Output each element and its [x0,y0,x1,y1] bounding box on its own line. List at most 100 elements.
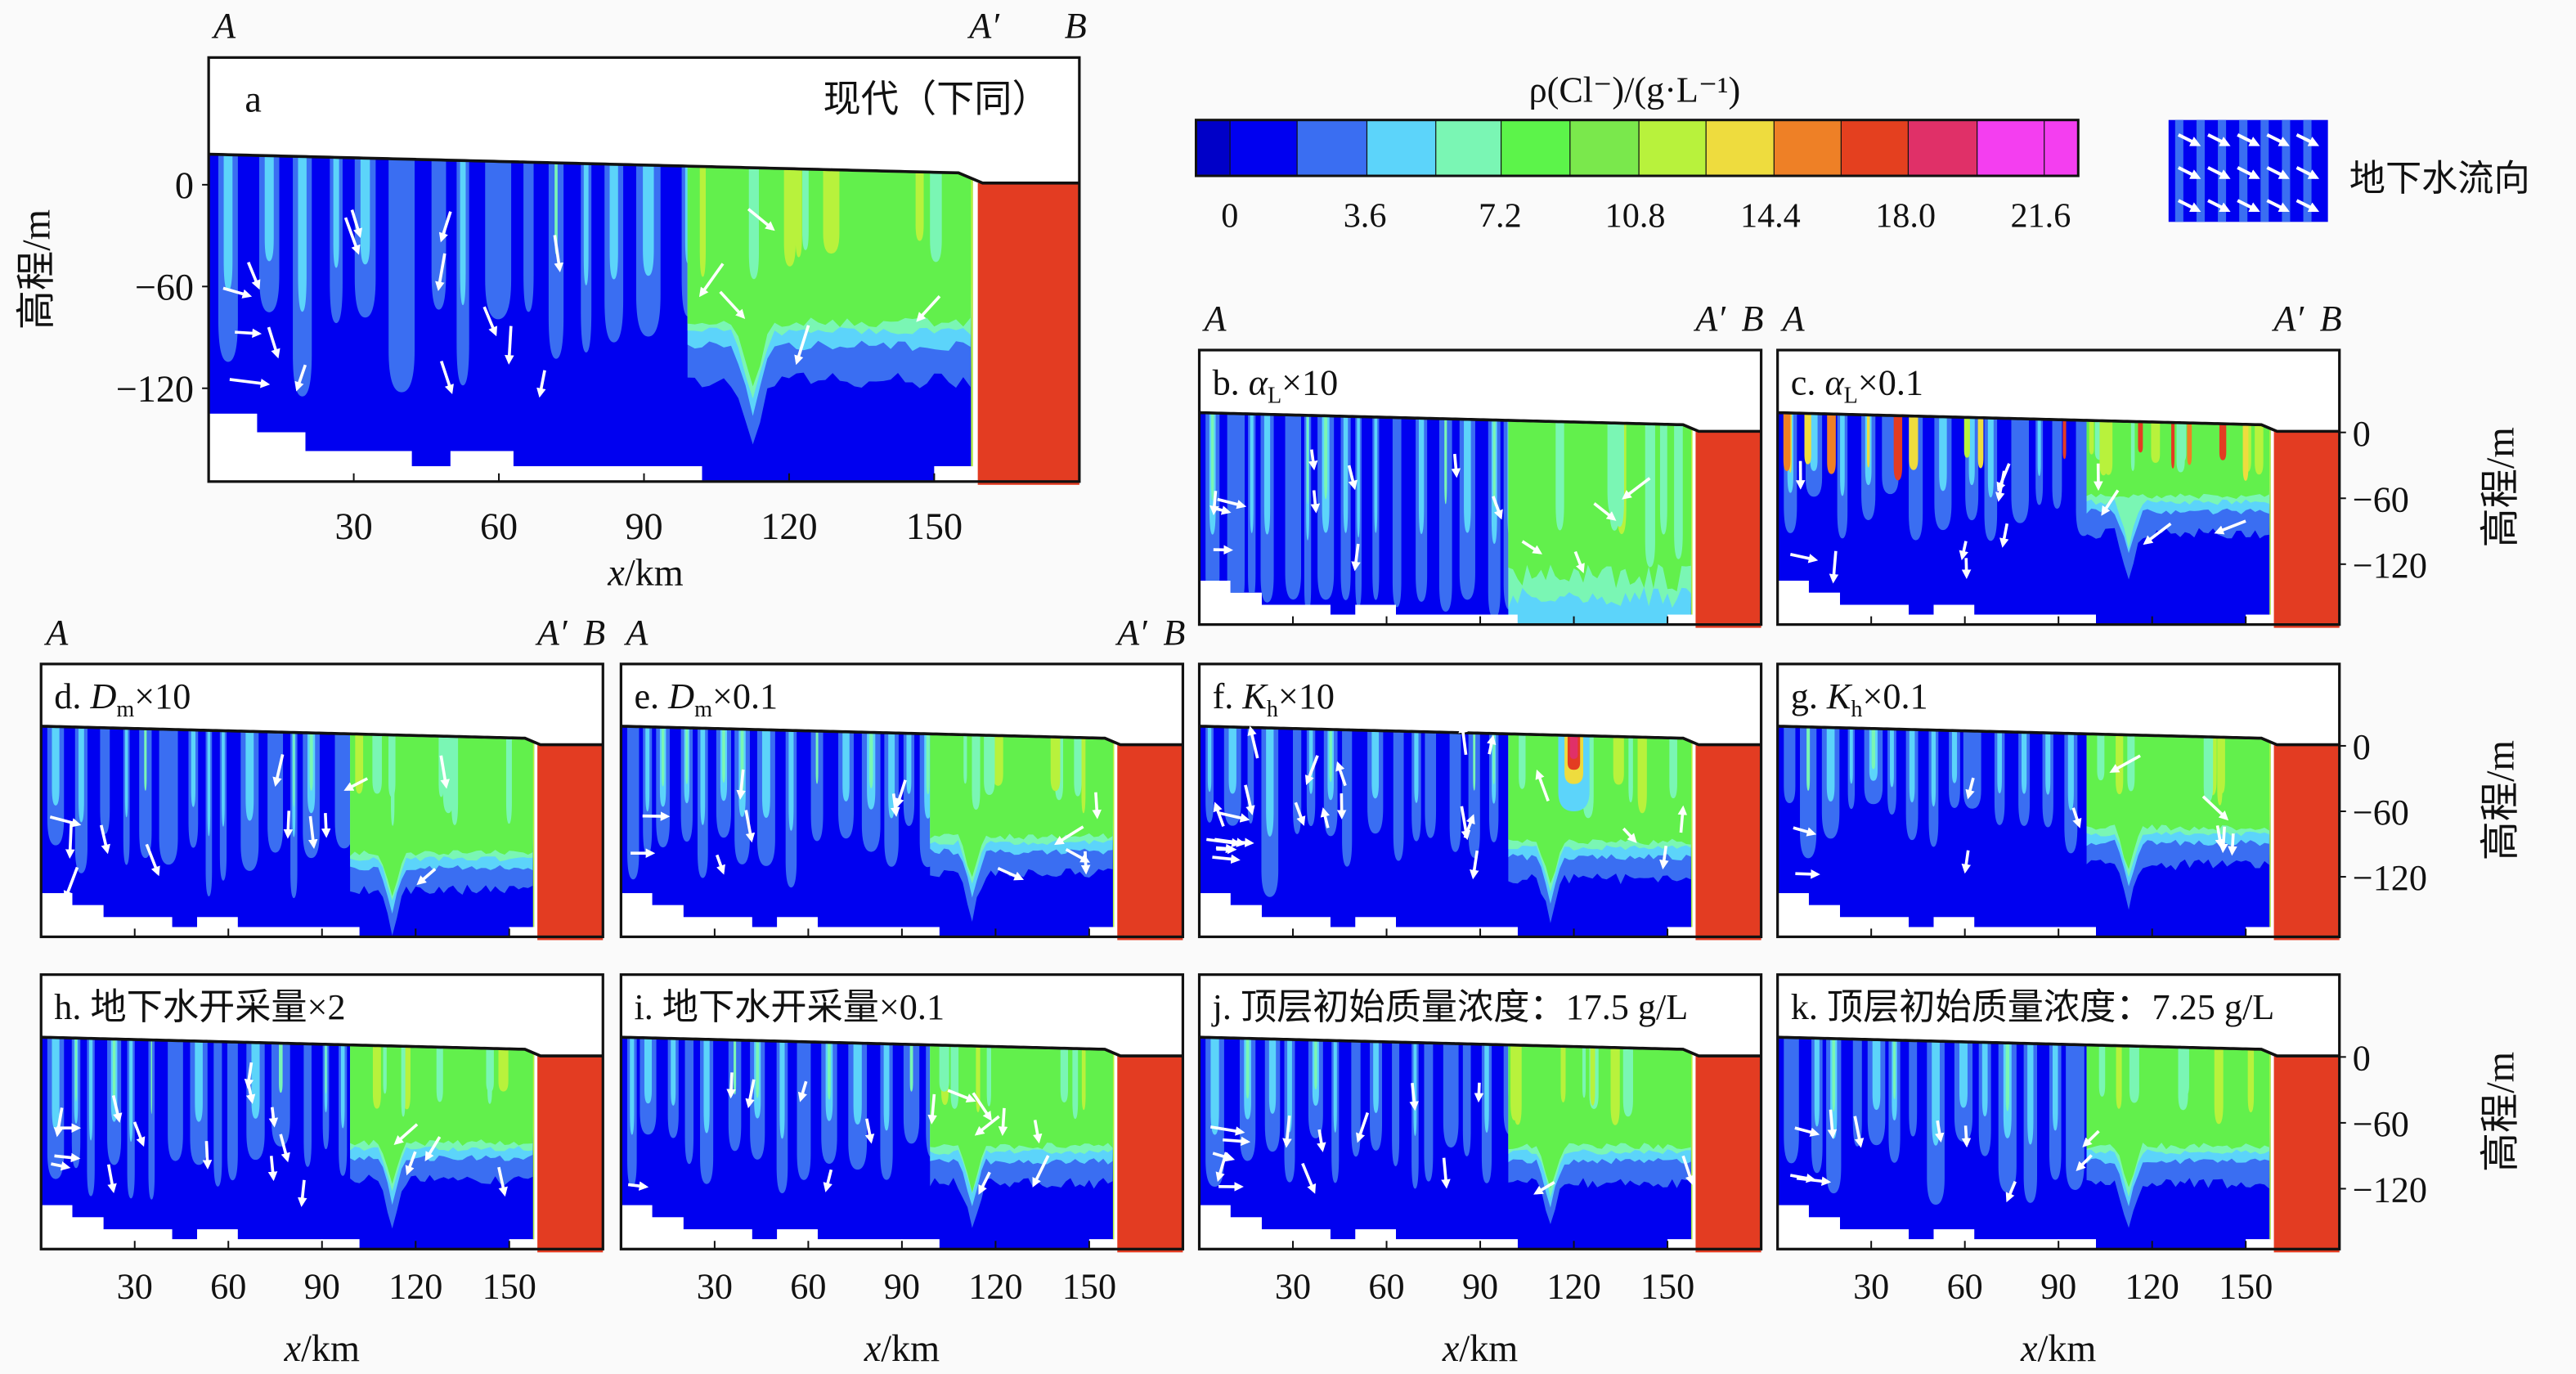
brackish-plume-core [1849,725,1853,784]
flow-arrow [1959,541,1968,561]
saline-streak [1510,1041,1519,1121]
panel-title-subscript: m [694,697,712,722]
panel-title-subscript: L [1844,383,1858,408]
concentration-field [621,725,1115,937]
saline-streak [1674,421,1683,559]
x-tick-label: 150 [2219,1267,2273,1307]
colorbar-swatch [1840,119,1910,177]
section-start-label: A [623,613,648,653]
saline-streak [2214,1044,2224,1125]
saline-streak [939,1042,949,1092]
flow-arrow [268,1107,279,1128]
high-salinity-finger [2138,418,2143,453]
flow-arrow [1965,777,1975,800]
upconing-plume [1569,732,1578,759]
saline-plume-core [1893,1037,1896,1100]
flow-arrow [49,815,82,828]
colorbar-tick-label: 10.8 [1605,196,1666,235]
flow-arrow [1793,826,1817,837]
brackish-plume-core [644,1037,653,1104]
transition-band [532,725,535,937]
groundwater-flow-arrow-icon [2168,119,2328,222]
panel-g: 0 −60 −120 高程/m g. Kh×0.1 [1776,662,2523,941]
brackish-plume [903,1041,920,1144]
saline-streak [1669,734,1677,799]
seawater-zone [2273,744,2340,941]
x-tick-label: 90 [1462,1267,1498,1307]
saline-plume-core [1211,412,1214,501]
colorbar-tick-label: 7.2 [1479,196,1522,235]
saline-plume-core [74,1037,78,1102]
x-tick-label: 30 [1853,1267,1889,1307]
x-tick-label: 90 [304,1267,340,1307]
flow-arrow [1470,850,1479,880]
brackish-plume-core [2027,1039,2034,1145]
flow-arrow [1677,805,1688,833]
saline-streak [915,166,924,241]
flow-arrow [53,1107,64,1138]
x-axis-unit: /km [2038,1327,2097,1369]
flow-arrow [974,1115,1000,1136]
saline-streak [1081,1045,1086,1111]
flow-arrow [823,1169,833,1192]
x-axis-variable: x [284,1327,302,1369]
brackish-plume-core [2052,1040,2058,1131]
saline-streak [1081,734,1086,814]
saline-streak [1628,734,1633,803]
panel-title: a [245,79,262,120]
seawater-zone [1117,744,1183,941]
legend-stripe [2174,119,2183,222]
x-tick-label: 60 [210,1267,246,1307]
x-tick-label: 120 [1546,1267,1600,1307]
brackish-plume [523,157,534,312]
saline-plume-core [756,1037,760,1098]
section-mid-label: A′ [2271,299,2304,339]
seawater-zone [1695,431,1761,628]
flow-arrow [505,326,514,365]
panel-title-subscript: m [116,697,134,722]
x-tick-label: 60 [1368,1267,1404,1307]
flow-arrow [267,1156,278,1182]
flow-arrow [864,1118,875,1144]
y-tick-label: −60 [135,266,194,308]
flow-arrow [297,1179,307,1207]
panel-title-prefix: e. [634,676,668,716]
flow-arrow [1999,523,2009,548]
flow-arrow [51,1161,71,1171]
flow-arrow [2177,199,2201,213]
y-tick-label: −120 [116,368,194,410]
colorbar-title: ρ(Cl⁻)/(g·L⁻¹) [1529,70,1741,110]
brackish-plume-core [643,159,654,276]
flow-arrow [1317,1129,1326,1152]
transition-band [2269,412,2271,625]
ground-surface-line [1199,411,1761,433]
saline-streak [2247,1045,2255,1113]
brackish-plume-core [1932,1037,1940,1146]
saline-streak [355,730,364,794]
brackish-plume-core [1371,727,1380,799]
flow-arrow [947,1089,976,1102]
ground-surface-line [1199,1035,1761,1057]
flow-arrow [1789,553,1819,564]
brackish-plume [1351,1037,1361,1157]
flow-arrow [553,235,563,273]
brackish-plume [1449,729,1461,852]
panel-title: h. 地下水开采量×2 [54,987,345,1027]
saline-streak [699,161,706,277]
flow-arrow [63,866,79,901]
flow-arrow [2109,754,2141,773]
colorbar-swatch [1907,119,1978,177]
concentration-field [209,154,973,482]
brackish-plume-core [195,1037,203,1122]
x-axis-unit: /km [1459,1327,1518,1369]
flow-arrow [1212,1152,1236,1162]
flow-arrow [726,1072,736,1099]
x-tick-label: 60 [1947,1267,1983,1307]
saline-streak [823,164,840,254]
flow-arrow [350,209,363,238]
brackish-plume-core [1333,1037,1337,1133]
flow-arrow [794,325,810,366]
concentration-field [1199,1037,1693,1250]
flow-arrow [1347,465,1358,491]
